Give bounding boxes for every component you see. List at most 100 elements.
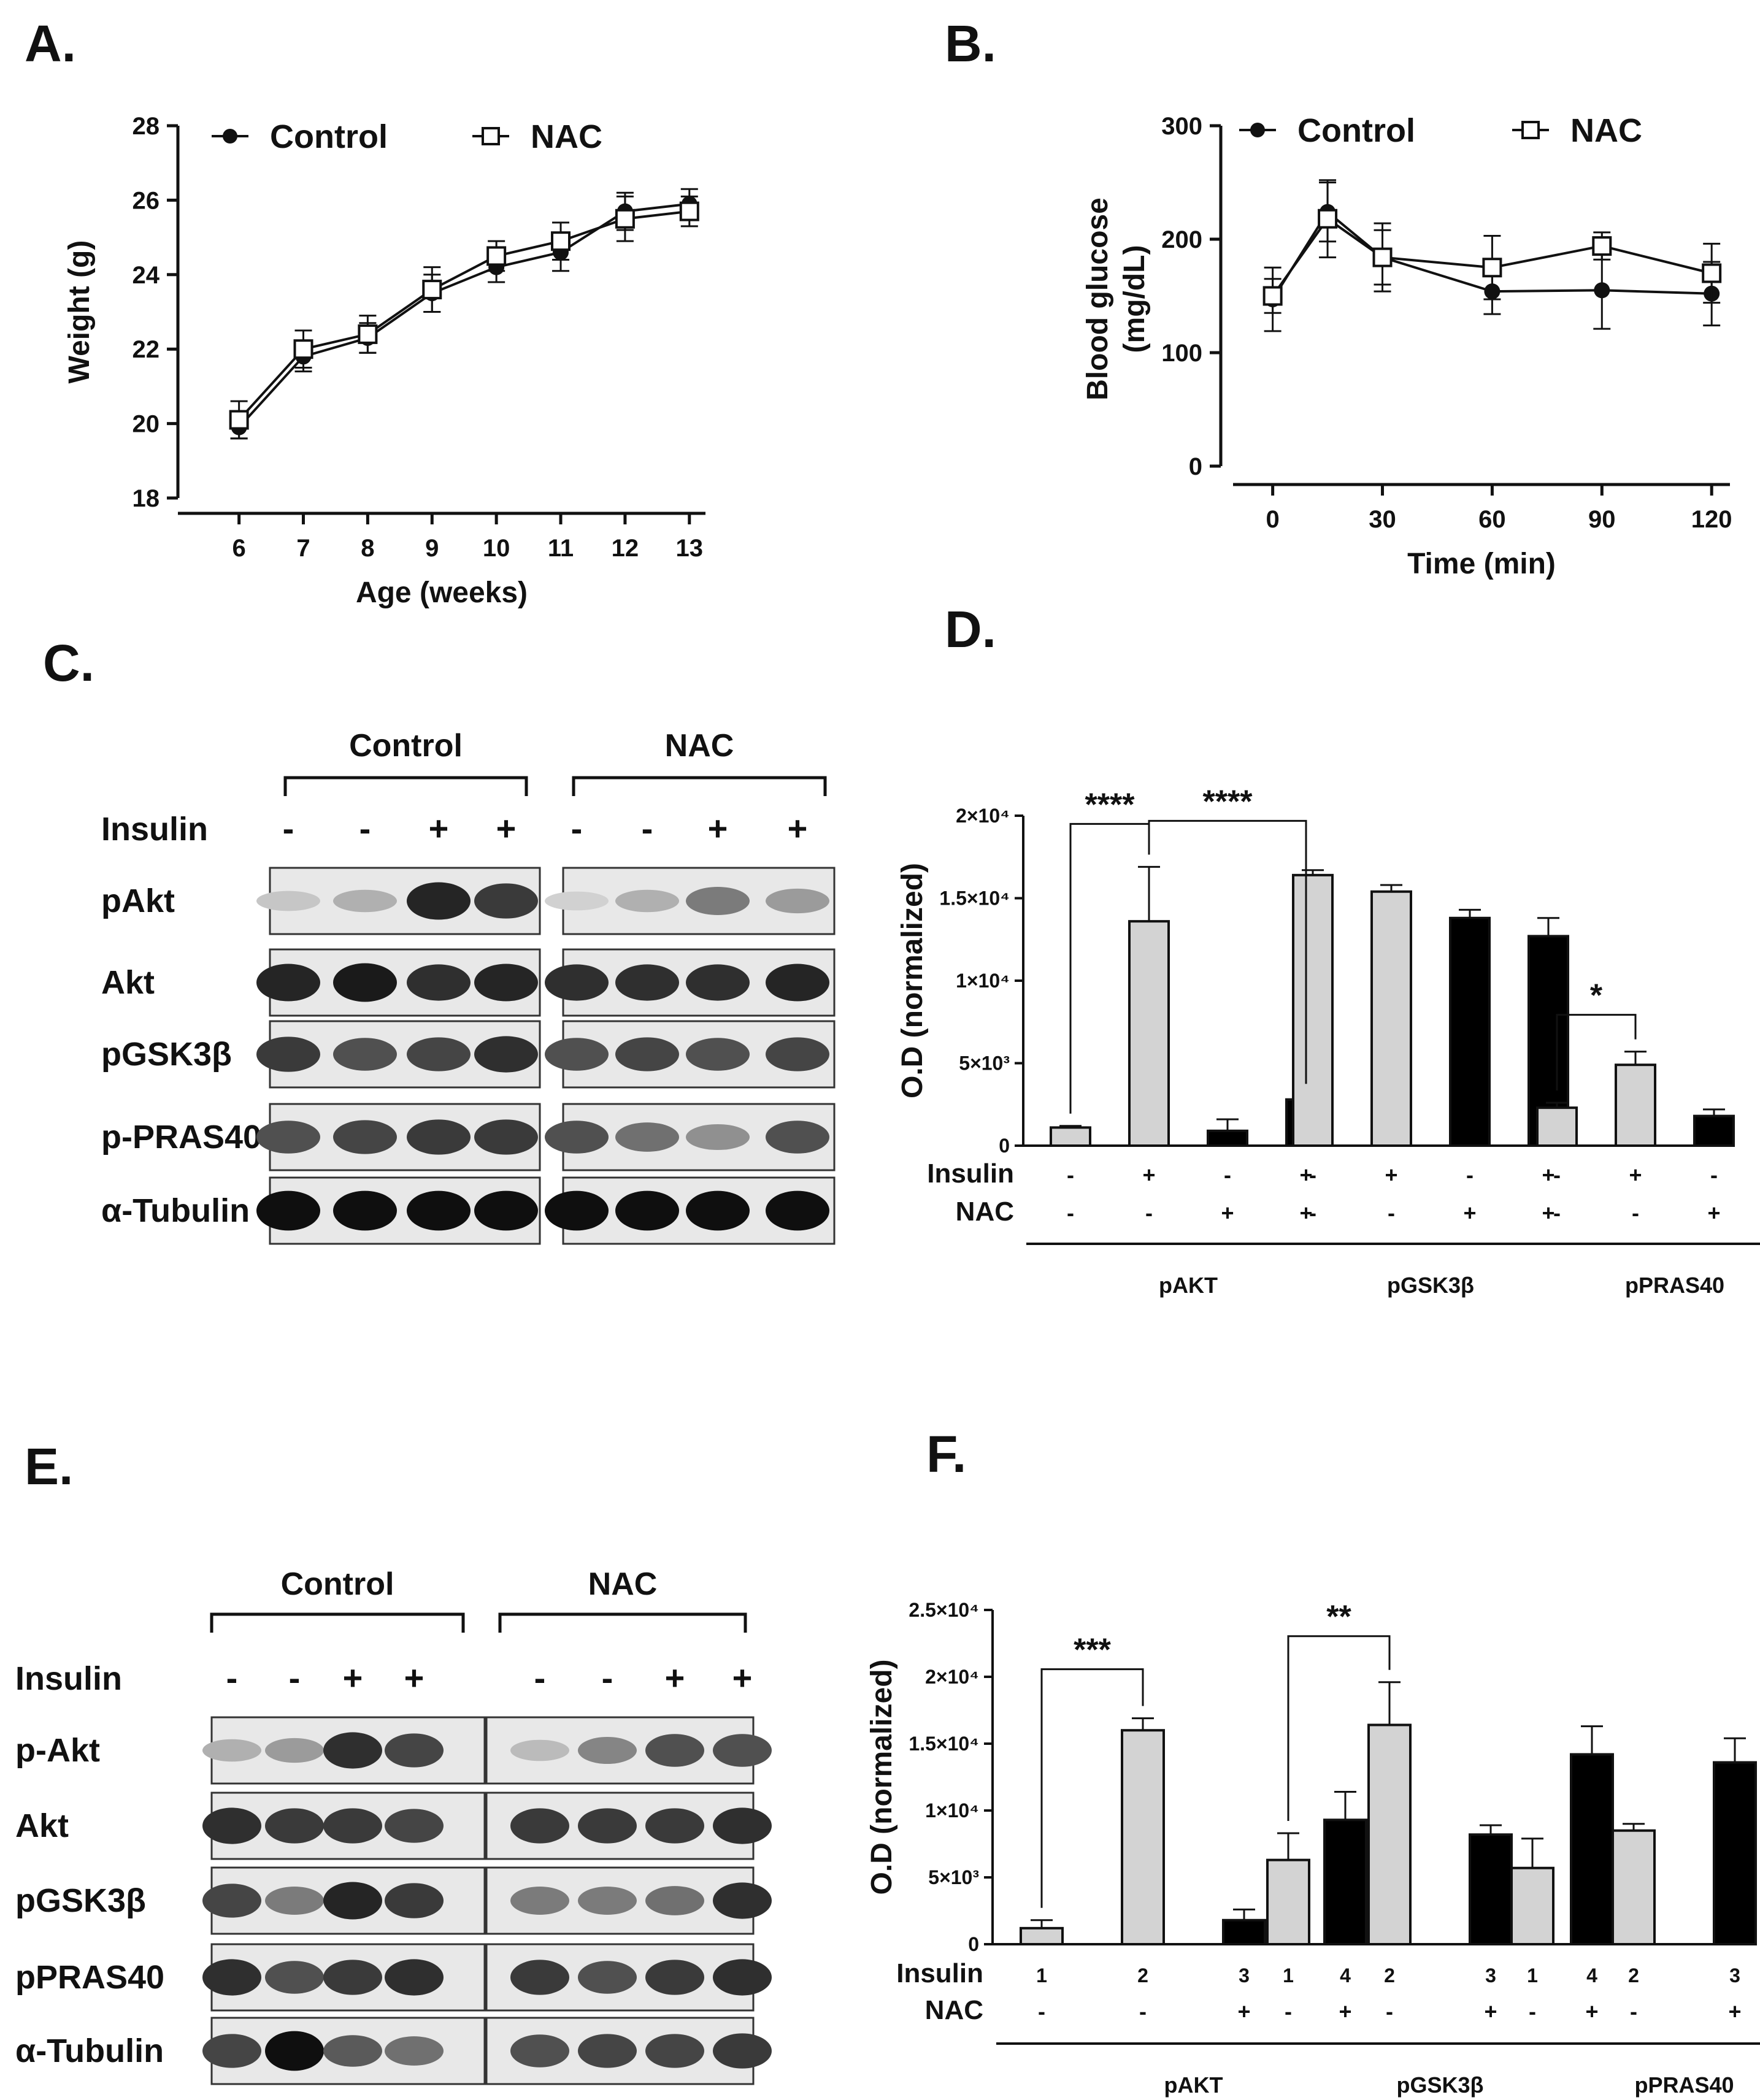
nac-label: - (1145, 1200, 1153, 1225)
nac-label: - (1529, 1999, 1536, 2024)
blot-band (407, 1119, 471, 1155)
nac-label: - (1553, 1200, 1561, 1225)
insulin-label: 4 (1586, 1964, 1597, 1987)
insulin-sign: + (429, 809, 449, 848)
blot-group-bracket (498, 1612, 747, 1633)
insulin-label: + (1629, 1162, 1642, 1187)
x-tick-label: 0 (1266, 506, 1280, 533)
blot-band (713, 1882, 772, 1919)
bracket-line (1040, 1668, 1144, 1908)
panel-letter-C: C. (43, 634, 94, 692)
bar (1612, 1829, 1656, 1945)
bar-group-ppras40: --+--+++pPRAS40 (1513, 1051, 1760, 1298)
bar-chart-F: 0 5×10³ 1×10⁴ 1.5×10⁴ 2×10⁴ 2.5×10⁴ O.D (norma… (866, 1599, 1760, 2098)
x-tick-label: 90 (1588, 506, 1616, 533)
blot-band (202, 1739, 261, 1762)
row-label-insulin: Insulin (896, 1958, 983, 1988)
blot-band (713, 1959, 772, 1996)
line-chart-A: 18 20 22 24 26 28 6 7 8 9 10 11 12 13 Age (weeks) Weigh… (63, 113, 705, 609)
y-tick-label: 28 (133, 113, 160, 140)
blot-band (713, 2033, 772, 2069)
nac-label: + (1463, 1200, 1476, 1225)
blot-band (265, 1808, 324, 1844)
blot-band (510, 1808, 569, 1844)
insulin-label: 1 (1283, 1964, 1294, 1987)
blot-band (385, 1883, 444, 1918)
blot-band (766, 1190, 829, 1231)
row-label-nac: NAC (925, 1995, 983, 2025)
blot-band (256, 964, 320, 1002)
insulin-sign: - (534, 1658, 546, 1697)
blot-band (474, 1036, 538, 1073)
blot-band (407, 964, 471, 1001)
panel-letter-A: A. (25, 15, 76, 72)
legend-entry-nac: NAC (472, 118, 602, 155)
nac-label: - (1630, 1999, 1637, 2024)
insulin-label: + (1299, 1162, 1312, 1187)
blot-band (545, 891, 609, 911)
bar (1615, 1063, 1656, 1147)
y-tick-label: 1×10⁴ (925, 1799, 979, 1822)
insulin-sign: - (283, 809, 294, 848)
y-tick-label: 2.5×10⁴ (909, 1599, 979, 1621)
blot-band (202, 1807, 261, 1844)
blot-band (645, 1808, 704, 1844)
y-tick-label: 24 (133, 262, 160, 289)
y-tick-label: 1.5×10⁴ (939, 887, 1010, 910)
blot-band (323, 1808, 382, 1844)
bar (1121, 1729, 1165, 1945)
insulin-sign: + (343, 1658, 363, 1697)
blot-band (474, 1119, 538, 1155)
insulin-sign: + (708, 809, 728, 848)
y-axis-title: O.D (normalized) (866, 1659, 898, 1895)
insulin-label: - (1067, 1162, 1074, 1187)
insulin-label: - (1710, 1162, 1718, 1187)
blot-group-bracket (572, 776, 827, 796)
bar (1050, 1126, 1091, 1148)
x-tick-label: 6 (232, 535, 246, 562)
blot-C: Control NAC Insulin - - + + - - + + pAkt Akt pGSK3β p-… (101, 728, 836, 1245)
blot-band (510, 1887, 569, 1915)
nac-label: - (1038, 1999, 1045, 2024)
blot-band (407, 1190, 471, 1231)
blot-row-p-akt: p-Akt (15, 1716, 772, 1785)
y-tick-label: 2×10⁴ (956, 805, 1010, 827)
blot-band (333, 1038, 397, 1071)
series-line (238, 210, 690, 421)
insulin-sign: + (732, 1658, 753, 1697)
blot-band (545, 1038, 609, 1071)
legend-entry-nac: NAC (1512, 112, 1642, 149)
insulin-sign: + (788, 809, 808, 848)
insulin-label: + (1385, 1162, 1397, 1187)
panel-letter-D: D. (945, 600, 996, 658)
bar-group-pakt: 1 - 2 - 3 +4 + pAKT (996, 1717, 1391, 2098)
y-axis-title: Weight (g) (63, 240, 96, 384)
nac-label: + (1339, 1999, 1351, 2024)
insulin-sign: - (359, 809, 371, 848)
blot-band (615, 1190, 679, 1231)
bracket-line (1556, 1014, 1637, 1091)
x-tick-label: 120 (1691, 506, 1732, 533)
blot-band (256, 1037, 320, 1072)
nac-label: + (1237, 1999, 1250, 2024)
x-tick-label: 9 (425, 535, 439, 562)
blot-band (510, 1739, 569, 1761)
y-tick-label: 1.5×10⁴ (909, 1733, 979, 1755)
insulin-label: + (1542, 1162, 1554, 1187)
insulin-label: 1 (1036, 1964, 1047, 1987)
nac-label: + (1299, 1200, 1312, 1225)
blot-band (545, 964, 609, 1001)
significance-bracket: *** (1040, 1633, 1144, 1908)
y-tick-label: 300 (1161, 113, 1202, 140)
blot-row-label: pPRAS40 (15, 1959, 164, 1996)
data-point (422, 280, 442, 300)
blot-band (645, 1886, 704, 1915)
bar (1536, 1106, 1578, 1148)
blot-group-label: Control (349, 728, 463, 764)
legend-marker (482, 127, 500, 145)
insulin-sign: + (496, 809, 517, 848)
blot-row-pakt: pAkt (101, 867, 836, 935)
legend-label: Control (1297, 112, 1415, 149)
data-point (615, 209, 635, 229)
blot-E: Control NAC Insulin - - + + - - + + p-Akt Akt pGSK3β p… (15, 1566, 772, 2085)
